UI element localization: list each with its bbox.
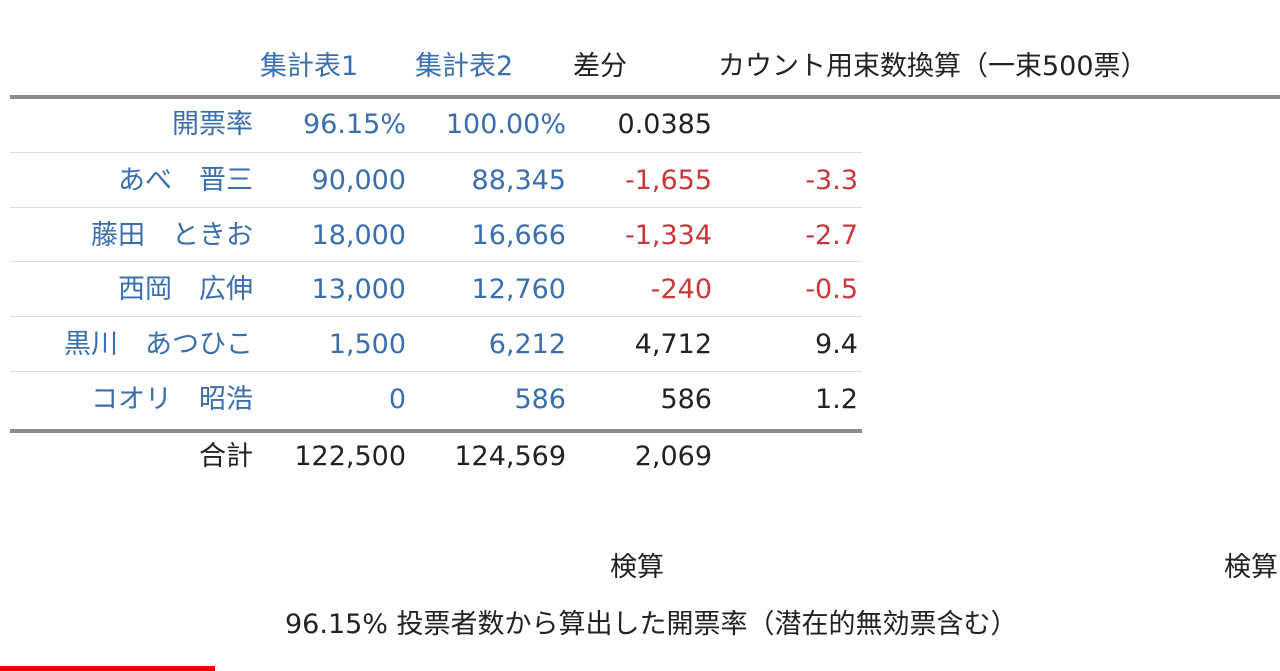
cell: 96.15% [303,109,406,140]
row-rule [10,207,862,208]
cell: 100.00% [445,109,566,140]
cell: 13,000 [311,274,406,305]
cell: 88,345 [471,165,566,196]
row-label: 藤田 ときお [91,220,253,251]
column-header: 集計表2 [415,51,514,82]
row-rule [10,371,862,372]
check-heading-right: 検算 [1224,552,1278,583]
row-label: あべ 晋三 [118,165,253,196]
row-rule [10,316,862,317]
row-label: 開票率 [172,109,253,140]
progress-bar [0,666,215,671]
row-label: コオリ 昭浩 [91,384,253,415]
cell: 586 [660,384,712,415]
cell: -1,655 [624,165,712,196]
cell: 0.0385 [617,109,712,140]
cell: -240 [650,274,712,305]
cell: 18,000 [311,220,406,251]
cell: 90,000 [311,165,406,196]
cell: 4,712 [634,329,712,360]
cell: 586 [514,384,566,415]
cell: 12,760 [471,274,566,305]
check-heading: 検算 [610,552,664,583]
row-label: 西岡 広伸 [118,274,253,305]
column-header: カウント用束数換算（一束500票） [718,51,1148,82]
cell: 6,212 [488,329,566,360]
column-header: 差分 [573,51,627,82]
cell: 122,500 [294,441,406,472]
cell: -3.3 [805,165,858,196]
cell: 9.4 [815,329,858,360]
cell: -1,334 [624,220,712,251]
cell: -2.7 [805,220,858,251]
check-note: 96.15% 投票者数から算出した開票率（潜在的無効票含む） [285,609,1018,640]
cell: 1,500 [328,329,406,360]
cell: 16,666 [471,220,566,251]
cell: 2,069 [634,441,712,472]
cell: -0.5 [805,274,858,305]
column-header: 集計表1 [260,51,359,82]
header-rule [10,95,1280,99]
cell: 1.2 [815,384,858,415]
row-label: 合計 [199,441,253,472]
row-rule [10,152,862,153]
row-rule [10,261,862,262]
row-label: 黒川 あつひこ [64,329,253,360]
cell: 124,569 [454,441,566,472]
total-rule [10,429,862,433]
cell: 0 [388,384,406,415]
